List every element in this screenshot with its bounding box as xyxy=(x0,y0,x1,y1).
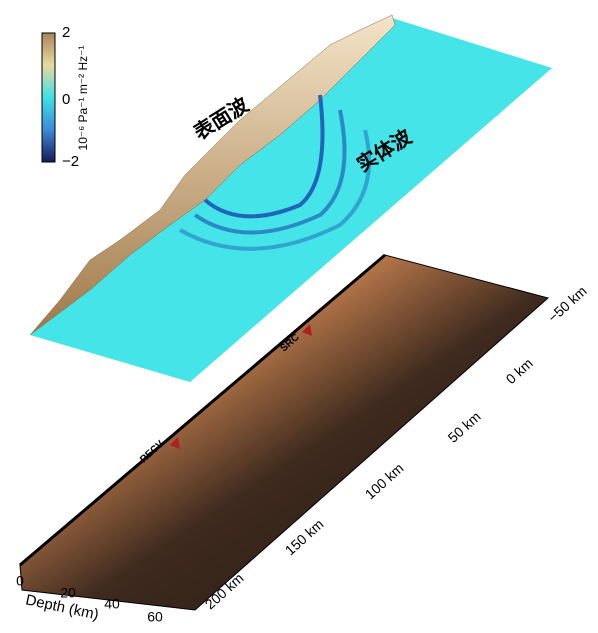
colorbar-tick: 2 xyxy=(62,24,70,41)
distance-tick: 50 km xyxy=(445,408,484,445)
colorbar-tick: 0 xyxy=(62,91,70,108)
depth-tick: 40 xyxy=(104,596,120,612)
depth-tick: 60 xyxy=(147,609,163,625)
colorbar-label: 10⁻⁶ Pa⁻¹ m⁻² Hz⁻¹ xyxy=(76,46,90,151)
distance-tick: −50 km xyxy=(545,283,590,326)
figure: 2 0 −2 10⁻⁶ Pa⁻¹ m⁻² Hz⁻¹ 表面波 实体波 SRC RE… xyxy=(0,0,598,633)
distance-tick: 100 km xyxy=(362,460,407,503)
colorbar-tick: −2 xyxy=(62,153,79,170)
distance-tick: 0 km xyxy=(503,355,536,387)
depth-tick: 0 xyxy=(16,573,24,589)
colorbar xyxy=(42,33,55,162)
